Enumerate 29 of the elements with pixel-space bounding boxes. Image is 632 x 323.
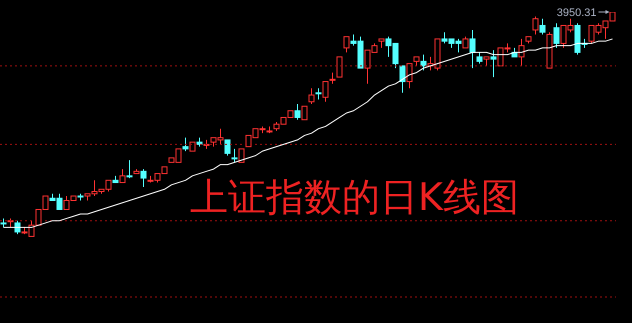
candlestick: [532, 16, 538, 35]
annotation: 3950.31: [556, 6, 596, 19]
text: 上证指数的日K线图: [190, 174, 519, 220]
candlestick: [182, 137, 188, 152]
candlestick: [126, 160, 132, 179]
candlestick: [462, 36, 468, 48]
candlestick: [322, 81, 328, 102]
candlestick: [140, 168, 146, 188]
candlestick: [554, 22, 560, 48]
candlestick: [476, 52, 482, 64]
candlestick: [470, 29, 476, 69]
candlestick: [490, 50, 496, 78]
candlestick: [308, 88, 314, 105]
candlestick: [406, 63, 412, 89]
candlestick: [294, 104, 300, 120]
candlestick: [420, 54, 426, 71]
candlestick: [302, 106, 308, 120]
candlestick: [400, 65, 406, 94]
candlestick: [316, 88, 322, 100]
candlestick: [344, 36, 350, 53]
candlestick: [238, 148, 244, 163]
candlestick: [120, 168, 126, 184]
candlestick: [540, 18, 546, 35]
candlestick: [336, 56, 342, 78]
candlestick: [14, 220, 20, 235]
candlestick: [518, 38, 524, 66]
candlestick: [330, 72, 336, 84]
candlestick: [224, 139, 230, 156]
candlestick: [232, 148, 238, 163]
